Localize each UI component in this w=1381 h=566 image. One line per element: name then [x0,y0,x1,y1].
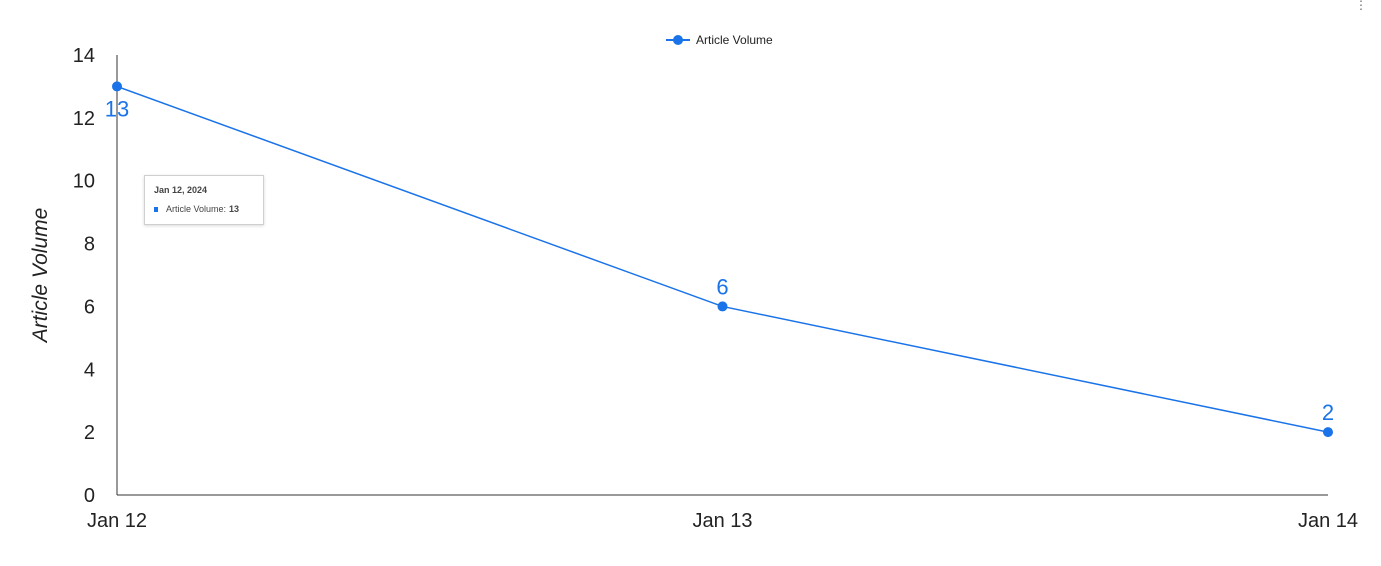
x-axis-ticks: Jan 12 Jan 13 Jan 14 [87,510,1358,532]
tooltip-value: 13 [229,204,240,214]
data-label: 13 [105,96,129,121]
y-tick-label: 8 [84,234,95,256]
x-tick-label: Jan 13 [692,510,752,532]
y-tick-label: 10 [73,171,95,193]
y-axis-label: Article Volume [29,208,52,345]
data-label: 6 [716,274,728,299]
data-tooltip: Jan 12, 2024 Article Volume: 13 [144,175,264,225]
x-tick-label: Jan 14 [1298,510,1358,532]
tooltip-title: Jan 12, 2024 [154,185,208,195]
series-line-article-volume [116,85,1329,433]
tooltip-series-label: Article Volume: [166,204,227,214]
tooltip-swatch [154,206,158,212]
legend-label: Article Volume [696,33,773,47]
series-layer: 13 6 2 [105,81,1334,438]
data-point[interactable] [112,81,122,92]
data-point[interactable] [1323,427,1333,438]
legend[interactable]: Article Volume [666,33,773,47]
y-tick-label: 12 [73,108,95,130]
y-tick-label: 6 [84,296,95,318]
tooltip-row: Article Volume: 13 [154,204,254,214]
y-tick-label: 2 [84,422,95,444]
y-tick-label: 4 [84,359,95,381]
more-vert-icon[interactable]: ⋮ [1355,0,1367,12]
y-axis-ticks: 0 2 4 6 8 10 12 14 [73,45,95,507]
x-tick-label: Jan 12 [87,510,147,532]
y-tick-label: 14 [73,45,95,67]
y-tick-label: 0 [84,485,95,507]
data-label: 2 [1322,400,1334,425]
legend-dot-marker [673,35,683,45]
data-point[interactable] [717,301,728,312]
